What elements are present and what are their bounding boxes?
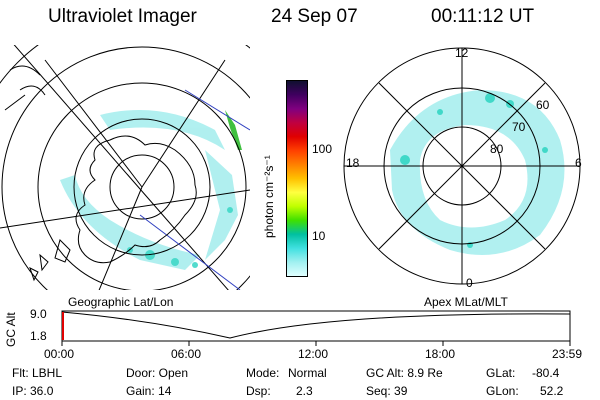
mlt-label-18: 18 xyxy=(346,156,360,170)
status-dsp-value: 2.3 xyxy=(296,384,313,398)
status-flt: Flt: LBHL xyxy=(12,366,63,380)
colorbar-unit-label: photon cm⁻²s⁻¹ xyxy=(262,155,276,238)
colorbar xyxy=(286,80,308,277)
status-glon-label: GLon: xyxy=(486,384,519,398)
timeline-ytick-1-8: 1.8 xyxy=(30,329,47,343)
timeline-ylabel: GC Alt xyxy=(4,312,18,347)
status-gain: Gain: 14 xyxy=(126,384,172,398)
status-glat-value: -80.4 xyxy=(532,366,560,380)
mlat-label-60: 60 xyxy=(536,98,550,112)
mlt-label-0: 0 xyxy=(466,276,473,290)
instrument-title: Ultraviolet Imager xyxy=(48,6,197,27)
status-gc-alt: GC Alt: 8.9 Re xyxy=(366,366,443,380)
right-panel-label: Apex MLat/MLT xyxy=(424,295,508,309)
colorbar-tick-10: 10 xyxy=(312,229,326,243)
colorbar-tick-100: 100 xyxy=(312,142,333,156)
timeline-xtick-1800: 18:00 xyxy=(425,347,456,361)
status-glat-label: GLat: xyxy=(486,366,516,380)
timeline-xtick-1200: 12:00 xyxy=(298,347,329,361)
mlt-label-12: 12 xyxy=(455,46,469,60)
timeline-xtick-0600: 06:00 xyxy=(171,347,202,361)
timeline-xtick-0000: 00:00 xyxy=(44,347,75,361)
mlt-label-6: 6 xyxy=(575,156,582,170)
status-mode-value: Normal xyxy=(288,366,327,380)
time-label: 00:11:12 UT xyxy=(431,6,535,27)
timeline-xtick-2359: 23:59 xyxy=(552,347,583,361)
status-glon-value: 52.2 xyxy=(540,384,564,398)
status-ip: IP: 36.0 xyxy=(12,384,54,398)
mlat-label-70: 70 xyxy=(512,120,526,134)
status-door: Door: Open xyxy=(126,366,189,380)
status-mode-label: Mode: xyxy=(246,366,280,380)
status-seq: Seq: 39 xyxy=(366,384,408,398)
status-dsp-label: Dsp: xyxy=(246,384,271,398)
left-panel-label: Geographic Lat/Lon xyxy=(68,295,174,309)
timeline-ytick-9: 9.0 xyxy=(30,307,47,321)
date-label: 24 Sep 07 xyxy=(271,6,358,27)
mlat-label-80: 80 xyxy=(490,142,504,156)
